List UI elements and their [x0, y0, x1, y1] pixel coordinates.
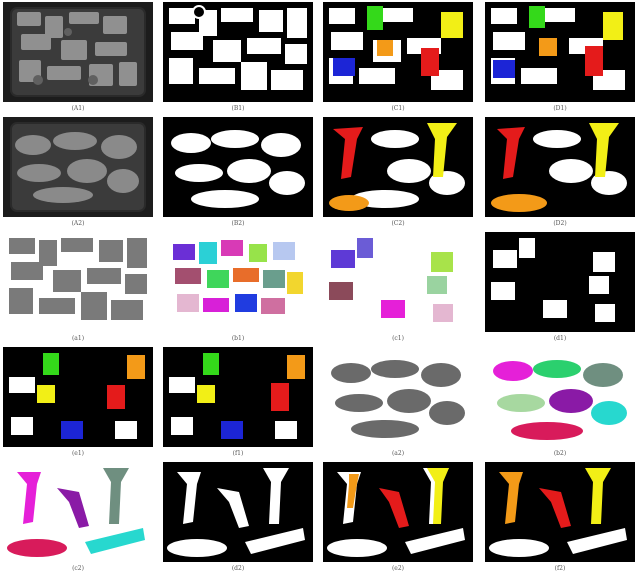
caption-e1: (e1) — [71, 450, 85, 457]
panel-a2: (a2) — [323, 347, 473, 461]
panel-f1: (f1) — [163, 347, 313, 461]
caption-a1: (a1) — [71, 335, 85, 342]
panel-e1: (e1) — [3, 347, 153, 461]
image-e1 — [3, 347, 153, 447]
image-f2 — [485, 462, 635, 562]
caption-c2: (c2) — [72, 565, 84, 572]
panel-A1: (A1) — [3, 2, 153, 116]
caption-a2: (a2) — [391, 450, 405, 457]
panel-A2: (A2) — [3, 117, 153, 231]
panel-B2: (B2) — [163, 117, 313, 231]
panel-B1: (B1) — [163, 2, 313, 116]
caption-d2: (d2) — [231, 565, 245, 572]
image-C1 — [323, 2, 473, 102]
panel-b1: (b1) — [163, 232, 313, 346]
caption-f2: (f2) — [554, 565, 566, 572]
caption-A2: (A2) — [71, 220, 85, 227]
image-d1 — [485, 232, 635, 332]
image-c2 — [3, 462, 153, 562]
panel-f2: (f2) — [485, 462, 635, 576]
caption-D2: (D2) — [553, 220, 567, 227]
panel-d2: (d2) — [163, 462, 313, 576]
image-D2 — [485, 117, 635, 217]
image-D1 — [485, 2, 635, 102]
panel-c1: (c1) — [323, 232, 473, 346]
image-B1 — [163, 2, 313, 102]
image-f1 — [163, 347, 313, 447]
panel-c2: (c2) — [3, 462, 153, 576]
image-b2 — [485, 347, 635, 447]
caption-d1: (d1) — [553, 335, 567, 342]
caption-D1: (D1) — [553, 105, 567, 112]
panel-e2: (e2) — [323, 462, 473, 576]
caption-B2: (B2) — [231, 220, 245, 227]
caption-f1: (f1) — [232, 450, 244, 457]
caption-e2: (e2) — [391, 565, 405, 572]
caption-b2: (b2) — [553, 450, 567, 457]
image-c1 — [323, 232, 473, 332]
panel-d1: (d1) — [485, 232, 635, 346]
caption-C1: (C1) — [391, 105, 405, 112]
panel-a1: (a1) — [3, 232, 153, 346]
caption-c1: (c1) — [392, 335, 404, 342]
panel-C2: (C2) — [323, 117, 473, 231]
image-d2 — [163, 462, 313, 562]
image-C2 — [323, 117, 473, 217]
image-A1 — [3, 2, 153, 102]
image-e2 — [323, 462, 473, 562]
caption-C2: (C2) — [391, 220, 405, 227]
caption-b1: (b1) — [231, 335, 245, 342]
panel-b2: (b2) — [485, 347, 635, 461]
image-B2 — [163, 117, 313, 217]
panel-C1: (C1) — [323, 2, 473, 116]
caption-B1: (B1) — [231, 105, 245, 112]
image-A2 — [3, 117, 153, 217]
image-b1 — [163, 232, 313, 332]
panel-D1: (D1) — [485, 2, 635, 116]
image-a1 — [3, 232, 153, 332]
caption-A1: (A1) — [71, 105, 85, 112]
panel-D2: (D2) — [485, 117, 635, 231]
image-a2 — [323, 347, 473, 447]
